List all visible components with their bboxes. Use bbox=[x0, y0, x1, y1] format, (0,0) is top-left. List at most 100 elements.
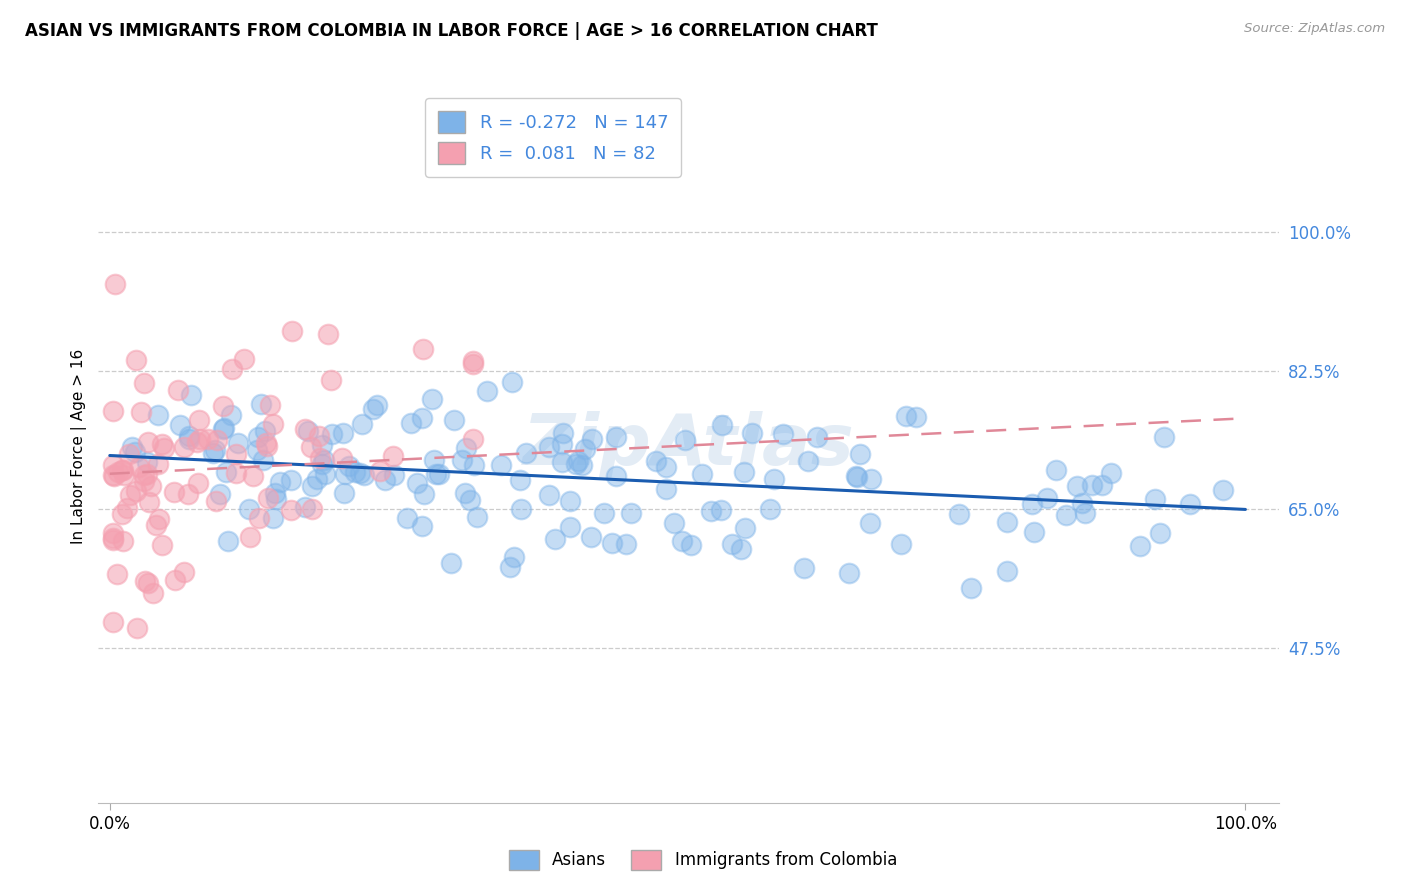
Point bbox=[314, 453, 336, 467]
Point bbox=[475, 384, 498, 398]
Point bbox=[463, 432, 485, 446]
Point bbox=[395, 511, 418, 525]
Legend: Asians, Immigrants from Colombia: Asians, Immigrants from Colombia bbox=[502, 843, 904, 877]
Point bbox=[211, 399, 233, 413]
Point bbox=[333, 467, 356, 481]
Point bbox=[1021, 498, 1043, 512]
Point bbox=[263, 511, 285, 525]
Point bbox=[538, 487, 561, 501]
Point bbox=[105, 566, 128, 581]
Point bbox=[228, 436, 250, 450]
Point bbox=[411, 519, 433, 533]
Point bbox=[112, 534, 135, 549]
Point bbox=[297, 424, 319, 438]
Point bbox=[349, 467, 371, 481]
Point bbox=[995, 515, 1018, 529]
Point bbox=[205, 433, 228, 447]
Point bbox=[574, 442, 596, 457]
Point bbox=[579, 530, 602, 544]
Point bbox=[664, 516, 686, 530]
Point bbox=[311, 437, 333, 451]
Point bbox=[136, 455, 159, 469]
Point bbox=[294, 421, 316, 435]
Point bbox=[332, 425, 354, 440]
Point bbox=[197, 432, 219, 446]
Point bbox=[896, 409, 918, 423]
Point bbox=[180, 388, 202, 402]
Point bbox=[112, 467, 135, 482]
Point bbox=[111, 463, 134, 477]
Point bbox=[110, 463, 132, 477]
Point bbox=[838, 566, 860, 580]
Point bbox=[443, 412, 465, 426]
Point bbox=[382, 468, 405, 483]
Point bbox=[581, 432, 603, 446]
Point bbox=[294, 500, 316, 514]
Point bbox=[620, 506, 643, 520]
Point bbox=[450, 453, 472, 467]
Point bbox=[103, 404, 125, 418]
Point bbox=[239, 530, 262, 544]
Point bbox=[103, 468, 125, 483]
Point bbox=[793, 560, 815, 574]
Point bbox=[311, 458, 333, 472]
Point bbox=[330, 451, 353, 466]
Point bbox=[1054, 508, 1077, 522]
Point bbox=[333, 486, 356, 500]
Point bbox=[551, 455, 574, 469]
Point bbox=[187, 412, 209, 426]
Point bbox=[605, 430, 627, 444]
Point bbox=[551, 425, 574, 440]
Point bbox=[374, 473, 396, 487]
Point bbox=[253, 424, 276, 438]
Point bbox=[173, 566, 195, 580]
Point bbox=[104, 277, 127, 291]
Point bbox=[772, 426, 794, 441]
Legend: R = -0.272   N = 147, R =  0.081   N = 82: R = -0.272 N = 147, R = 0.081 N = 82 bbox=[426, 98, 681, 177]
Point bbox=[307, 472, 329, 486]
Point bbox=[111, 507, 134, 521]
Point bbox=[321, 426, 343, 441]
Point bbox=[202, 445, 225, 459]
Point bbox=[467, 510, 489, 524]
Point bbox=[242, 469, 264, 483]
Point bbox=[103, 526, 125, 541]
Point bbox=[1149, 526, 1171, 541]
Point bbox=[204, 494, 226, 508]
Point bbox=[491, 458, 513, 472]
Point bbox=[844, 469, 866, 483]
Point bbox=[1212, 483, 1234, 497]
Point bbox=[134, 574, 156, 588]
Point bbox=[1080, 478, 1102, 492]
Point bbox=[1045, 463, 1067, 477]
Point bbox=[463, 458, 485, 472]
Point bbox=[103, 533, 125, 548]
Point bbox=[509, 473, 531, 487]
Point bbox=[179, 432, 201, 446]
Point bbox=[567, 454, 589, 468]
Point bbox=[134, 475, 156, 489]
Point bbox=[361, 402, 384, 417]
Point bbox=[411, 410, 433, 425]
Point bbox=[733, 466, 755, 480]
Point bbox=[238, 501, 260, 516]
Point bbox=[314, 467, 336, 481]
Point bbox=[1066, 479, 1088, 493]
Point bbox=[269, 475, 291, 490]
Point bbox=[219, 409, 242, 423]
Point bbox=[1074, 506, 1097, 520]
Point bbox=[250, 397, 273, 411]
Point bbox=[169, 418, 191, 433]
Point bbox=[281, 324, 304, 338]
Point bbox=[406, 476, 429, 491]
Point bbox=[353, 468, 375, 483]
Point bbox=[153, 442, 176, 456]
Point bbox=[655, 459, 678, 474]
Point bbox=[368, 464, 391, 478]
Point bbox=[176, 487, 198, 501]
Point bbox=[412, 487, 434, 501]
Point bbox=[188, 432, 211, 446]
Point bbox=[280, 503, 302, 517]
Point bbox=[1024, 525, 1046, 540]
Point bbox=[135, 467, 157, 481]
